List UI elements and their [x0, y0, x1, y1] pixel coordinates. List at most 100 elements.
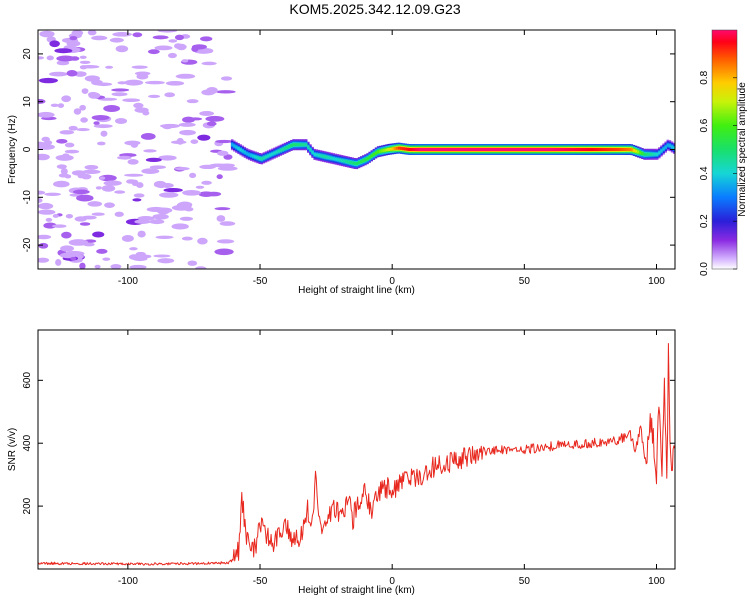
track-cell: [562, 148, 566, 151]
noise-blob: [79, 60, 91, 65]
track-cell: [239, 148, 242, 152]
track-cell: [423, 148, 426, 151]
noise-blob: [91, 35, 108, 41]
noise-blob: [38, 190, 46, 195]
track-cell: [467, 148, 471, 151]
figure-title: KOM5.2025.342.12.09.G23: [289, 1, 461, 17]
noise-blob: [38, 144, 55, 150]
track-cell: [330, 156, 333, 160]
track-cell: [381, 149, 384, 153]
noise-blob: [164, 92, 176, 98]
track-cell: [611, 148, 615, 151]
track-cell: [594, 148, 598, 151]
track-cell: [571, 148, 574, 151]
track-cell: [524, 148, 528, 151]
noise-blob: [215, 90, 236, 94]
noise-blob: [134, 71, 151, 76]
noise-blob: [92, 231, 105, 238]
track-cell: [630, 148, 634, 152]
track-cell: [482, 148, 486, 151]
noise-blob: [54, 48, 73, 54]
noise-blob: [97, 141, 106, 146]
noise-blob: [114, 211, 124, 217]
track-cell: [290, 143, 293, 147]
noise-blob: [55, 259, 62, 266]
noise-blob: [181, 236, 193, 241]
noise-blob: [81, 88, 89, 94]
track-cell: [615, 148, 619, 151]
track-cell: [438, 148, 441, 151]
noise-blob: [145, 157, 162, 163]
track-cell: [235, 145, 238, 149]
noise-blob: [129, 264, 147, 269]
track-cell: [461, 148, 464, 151]
noise-blob: [140, 132, 156, 140]
track-cell: [275, 150, 278, 154]
noise-blob: [152, 213, 169, 220]
track-cell: [400, 146, 403, 150]
noise-blob: [38, 77, 58, 84]
noise-blob: [216, 215, 226, 222]
track-cell: [414, 148, 418, 151]
track-cell: [300, 143, 304, 147]
track-cell: [672, 146, 675, 150]
track-cell: [425, 148, 429, 151]
track-cell: [658, 151, 661, 155]
spectrogram-y-axis-label: Frequency (Hz): [7, 115, 18, 184]
track-cell: [584, 148, 587, 151]
noise-blob: [152, 35, 169, 40]
noise-blob: [45, 217, 53, 222]
noise-blob: [80, 117, 88, 123]
track-cell: [315, 153, 319, 157]
track-cell: [613, 148, 617, 151]
track-cell: [463, 148, 467, 151]
noise-blob: [69, 35, 78, 41]
track-cell: [349, 161, 352, 165]
noise-blob: [124, 79, 144, 86]
noise-blob: [57, 103, 65, 108]
noise-blob: [52, 213, 59, 218]
noise-blob: [197, 237, 208, 245]
track-cell: [355, 162, 359, 166]
track-cell: [474, 148, 477, 151]
noise-blob: [160, 123, 181, 129]
noise-blob: [181, 59, 189, 63]
noise-blob: [73, 108, 82, 115]
track-cell: [285, 145, 289, 149]
track-cell: [628, 148, 631, 151]
snr-panel: -100 -50 0 50 100 200 400 600 Height of straigh…: [7, 329, 676, 596]
track-cell: [271, 152, 274, 156]
noise-blob: [176, 73, 195, 79]
track-cell: [237, 147, 240, 151]
track-cell: [655, 152, 659, 156]
noise-blob: [143, 149, 157, 153]
spectrogram-y-tick-label: 0: [22, 146, 33, 152]
track-cell: [393, 147, 397, 151]
noise-blob: [74, 216, 87, 222]
track-cell: [421, 148, 424, 151]
track-cell: [649, 152, 653, 156]
track-cell: [577, 148, 581, 151]
noise-blob: [153, 180, 167, 188]
noise-blob: [216, 239, 235, 244]
track-cell: [620, 148, 623, 151]
spectrogram-y-tick-label: 20: [22, 48, 33, 60]
track-cell: [376, 150, 380, 154]
noise-blob: [155, 235, 174, 239]
track-cell: [558, 148, 562, 151]
track-cell: [277, 149, 280, 153]
noise-blob: [173, 43, 183, 49]
track-cell: [588, 148, 591, 151]
track-cell: [592, 148, 596, 151]
snr-y-tick-label: 400: [22, 434, 33, 451]
track-cell: [368, 155, 371, 159]
track-cell: [499, 148, 503, 151]
track-cell: [334, 157, 338, 161]
spectrogram-x-tick-label: 0: [389, 276, 395, 287]
noise-blob: [165, 80, 185, 86]
noise-blob: [187, 260, 198, 266]
track-cell: [389, 147, 393, 151]
noise-blob: [79, 64, 100, 69]
track-cell: [362, 159, 365, 163]
snr-series-line: [38, 343, 675, 566]
